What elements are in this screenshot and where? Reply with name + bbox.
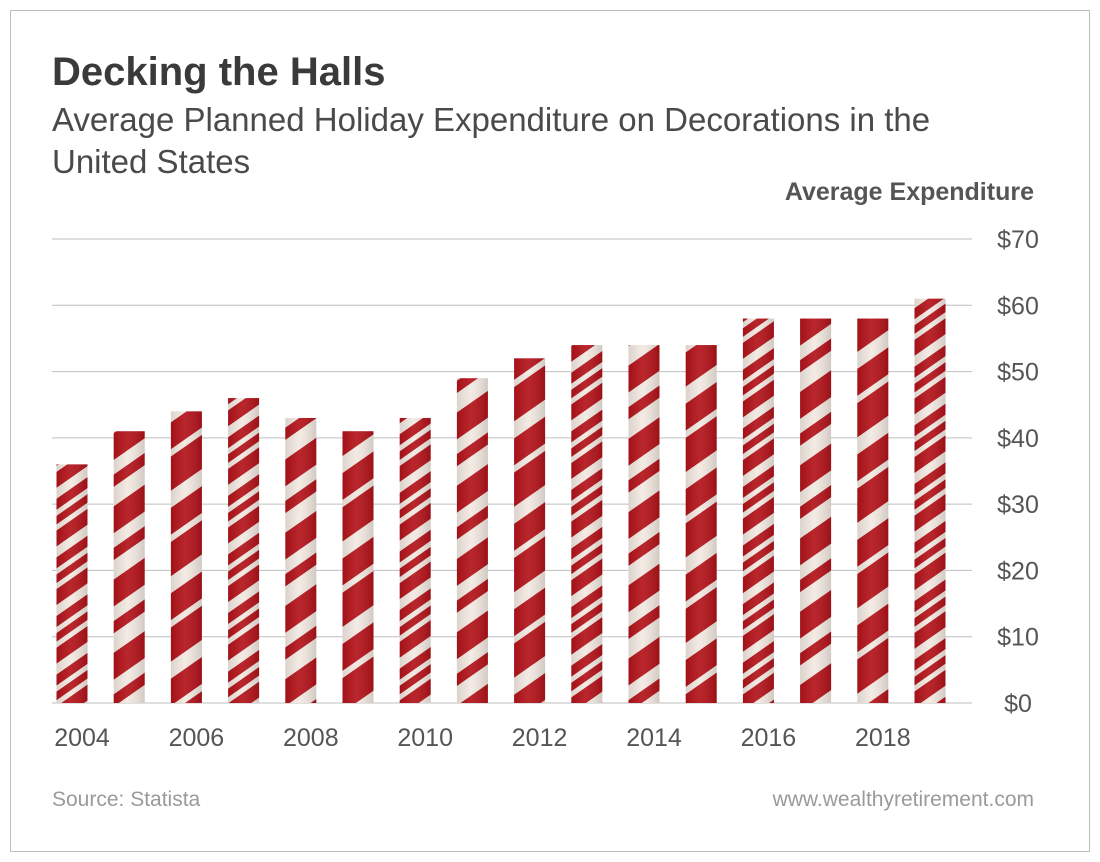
bar-shading: [399, 417, 431, 703]
x-tick-label: 2014: [626, 724, 682, 752]
y-tick-label: $0: [1004, 690, 1032, 718]
bar-2014: [628, 345, 660, 703]
y-tick-label: $40: [997, 425, 1039, 453]
y-axis-label: Average Expenditure: [784, 178, 1034, 206]
y-tick-label: $10: [997, 624, 1039, 652]
bar-2010: [399, 417, 431, 703]
bar-shading: [113, 431, 145, 703]
y-axis-ticks: $0 $10 $20 $30 $40 $50 $60 $70: [997, 226, 1039, 718]
bar-shading: [285, 417, 317, 703]
y-tick-label: $60: [997, 292, 1039, 320]
chart-subtitle: Average Planned Holiday Expenditure on D…: [52, 101, 931, 180]
x-tick-label: 2006: [169, 724, 225, 752]
x-tick-label: 2004: [54, 724, 110, 752]
bar-2015: [685, 345, 717, 703]
bar-2004: [56, 464, 88, 703]
bar-2008: [285, 417, 317, 703]
y-tick-label: $30: [997, 491, 1039, 519]
bar-shading: [571, 345, 603, 703]
bar-shading: [456, 378, 488, 703]
bar-shading: [228, 398, 260, 703]
bar-2016: [742, 318, 774, 703]
bar-2007: [228, 398, 260, 703]
bar-2011: [456, 378, 488, 703]
source-note: Source: Statista: [52, 788, 201, 811]
x-tick-label: 2012: [512, 724, 568, 752]
bar-shading: [685, 345, 717, 703]
bar-2012: [514, 358, 546, 703]
bar-2005: [113, 431, 145, 703]
chart-title: Decking the Halls: [52, 50, 386, 94]
bar-shading: [56, 464, 88, 703]
bar-shading: [742, 318, 774, 703]
x-tick-label: 2018: [855, 724, 911, 752]
x-tick-label: 2010: [397, 724, 453, 752]
y-tick-label: $50: [997, 359, 1039, 387]
bar-2006: [170, 411, 202, 703]
bars: [56, 298, 946, 703]
x-axis-ticks: 2004 2006 2008 2010 2012 2014 2016 2018: [54, 724, 910, 752]
y-tick-label: $70: [997, 226, 1039, 254]
bar-shading: [857, 318, 889, 703]
website-credit: www.wealthyretirement.com: [772, 788, 1034, 811]
bar-shading: [170, 411, 202, 703]
bar-2018: [857, 318, 889, 703]
bar-shading: [514, 358, 546, 703]
bar-shading: [914, 298, 946, 703]
y-tick-label: $20: [997, 557, 1039, 585]
bar-2009: [342, 431, 374, 703]
bar-2019: [914, 298, 946, 703]
bar-2013: [571, 345, 603, 703]
bar-shading: [342, 431, 374, 703]
x-tick-label: 2016: [741, 724, 797, 752]
bar-2017: [800, 318, 832, 703]
x-tick-label: 2008: [283, 724, 339, 752]
bar-shading: [628, 345, 660, 703]
bar-shading: [800, 318, 832, 703]
